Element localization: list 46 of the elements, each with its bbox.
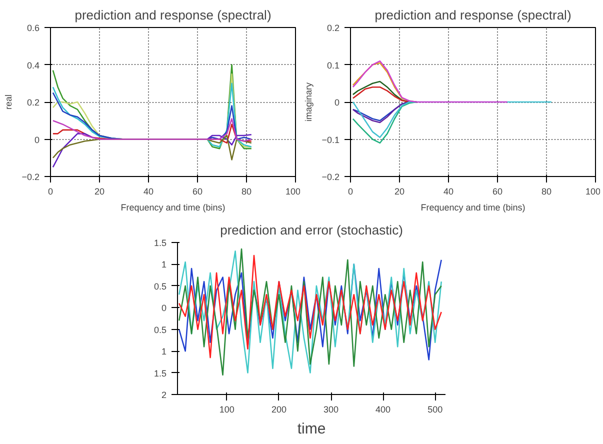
x-tick-label: 0 — [348, 186, 354, 196]
y-tick-label: 0.5 — [154, 324, 167, 335]
line-series — [52, 118, 252, 142]
y-tick-label: 0.2 — [326, 23, 340, 33]
line-series — [352, 60, 508, 103]
y-tick-label: 0.6 — [26, 23, 40, 33]
y-tick-label: 0.4 — [26, 60, 40, 70]
y-tick-label: 1.5 — [154, 368, 167, 378]
x-tick-label: 40 — [443, 186, 454, 196]
y-tick-label: 1.5 — [154, 238, 167, 248]
y-tick-label: 0.1 — [326, 60, 340, 70]
y-tick-label: 2 — [161, 390, 167, 400]
x-tick-label: 100 — [219, 404, 234, 414]
y-tick-label: 1 — [161, 260, 167, 270]
x-tick-label: 400 — [376, 404, 391, 414]
y-tick-label: 1 — [161, 346, 167, 357]
x-tick-label: 100 — [285, 186, 301, 196]
x-tick-label: 200 — [271, 404, 286, 414]
chart-title: prediction and response (spectral) — [74, 8, 272, 22]
y-tick-label: 0 — [34, 134, 40, 145]
y-tick-label: −0.2 — [22, 172, 40, 182]
x-tick-label: 20 — [94, 186, 105, 196]
x-tick-label: 500 — [428, 404, 443, 414]
y-axis-title: imaginary — [304, 82, 314, 122]
y-axis-title: real — [4, 94, 14, 110]
chart-title: prediction and error (stochastic) — [220, 222, 403, 238]
x-axis-title: Frequency and time (bins) — [420, 202, 526, 212]
x-tick-label: 100 — [585, 186, 601, 196]
chart-title: prediction and response (spectral) — [374, 8, 572, 22]
x-tick-label: 60 — [192, 186, 203, 196]
x-tick-label: 20 — [394, 186, 405, 196]
x-axis-title: Frequency and time (bins) — [120, 202, 226, 212]
x-tick-label: 0 — [48, 186, 54, 196]
line-series — [352, 101, 418, 144]
x-tick-label: 300 — [324, 404, 339, 414]
y-tick-label: −0.2 — [322, 172, 340, 182]
x-tick-label: 80 — [541, 186, 552, 196]
x-tick-label: 40 — [143, 186, 154, 196]
x-tick-label: 80 — [241, 186, 252, 196]
y-tick-label: 0.2 — [26, 98, 40, 108]
x-axis-title: time — [297, 420, 326, 438]
y-tick-label: 0 — [334, 98, 340, 108]
x-tick-label: 60 — [492, 186, 503, 196]
y-tick-label: −0.1 — [322, 134, 340, 145]
y-tick-label: 0.5 — [154, 281, 167, 292]
y-tick-label: 0 — [161, 303, 167, 314]
